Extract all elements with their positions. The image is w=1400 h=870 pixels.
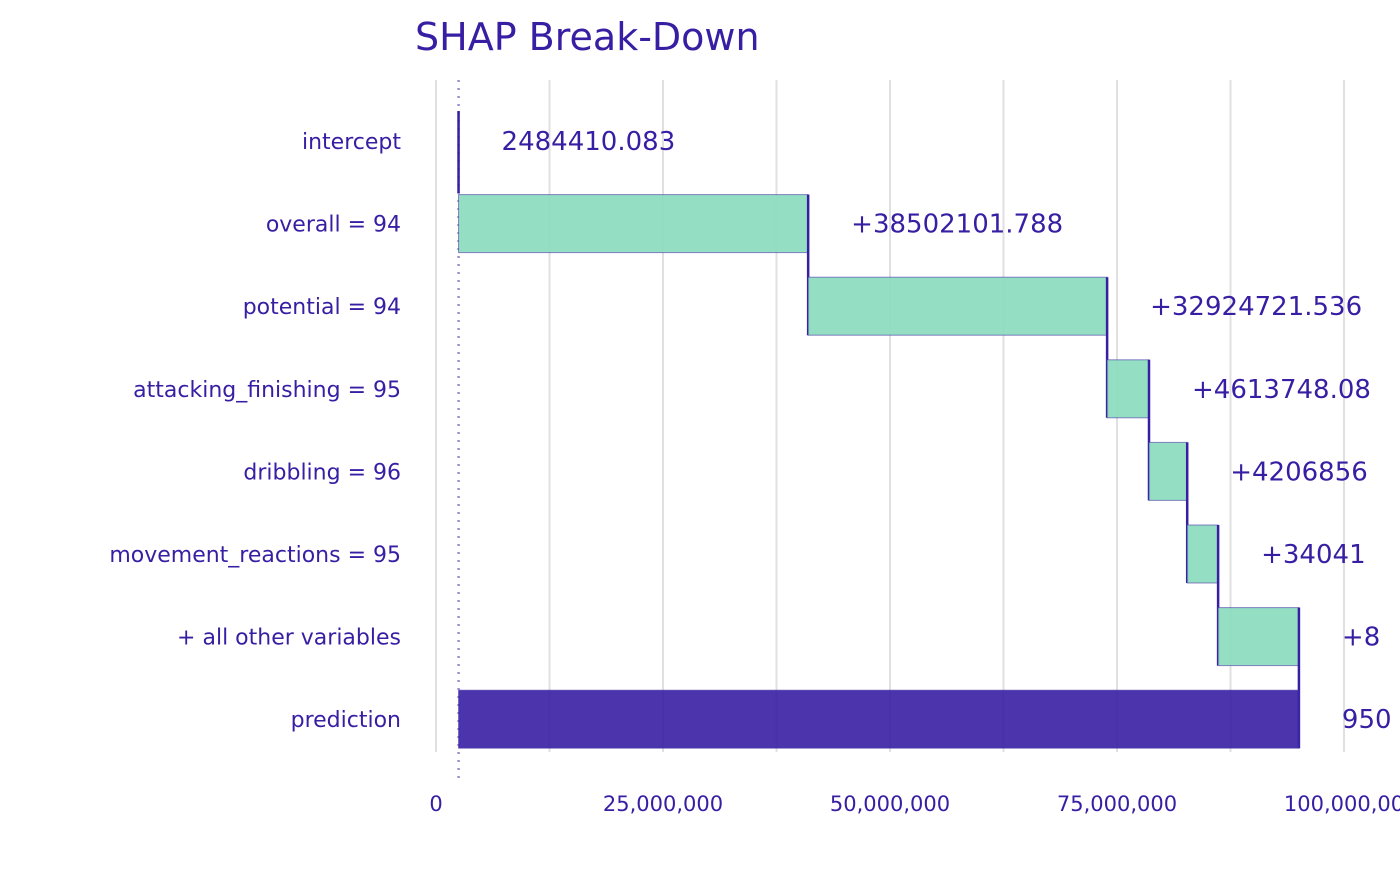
value-label: +8 <box>1342 623 1380 653</box>
value-label: 2484410.083 <box>502 127 676 157</box>
category-label: overall = 94 <box>266 213 401 238</box>
chart-title: SHAP Break-Down <box>415 15 760 59</box>
value-label: +4206856 <box>1230 457 1368 487</box>
prediction-bar <box>458 689 1300 749</box>
category-label: + all other variables <box>177 626 401 651</box>
x-tick-label: 75,000,000 <box>1057 792 1177 816</box>
bars <box>457 111 1301 749</box>
contribution-bar <box>1186 524 1219 584</box>
contribution-bar <box>1106 359 1150 419</box>
value-label: 950 <box>1342 705 1392 735</box>
category-label: dribbling = 96 <box>243 460 401 485</box>
contribution-bar <box>1148 441 1188 501</box>
x-tick-label: 0 <box>429 792 442 816</box>
contribution-bar <box>458 194 809 254</box>
x-tick-label: 100,000,00 <box>1284 792 1400 816</box>
x-tick-label: 25,000,000 <box>603 792 723 816</box>
labels: 0 25,000,000 50,000,000 75,000,000 100,000,0… <box>109 127 1400 816</box>
category-label: intercept <box>302 130 401 155</box>
contribution-bar <box>1217 607 1300 667</box>
value-label: +4613748.08 <box>1192 375 1371 405</box>
contribution-bar <box>807 276 1108 336</box>
value-label: +38502101.788 <box>851 210 1063 240</box>
value-label: +34041 <box>1261 540 1366 570</box>
value-label: +32924721.536 <box>1150 292 1362 322</box>
x-tick-label: 50,000,000 <box>830 792 950 816</box>
category-label: attacking_finishing = 95 <box>133 378 401 403</box>
category-label: potential = 94 <box>243 295 401 320</box>
category-label: prediction <box>291 708 401 733</box>
category-label: movement_reactions = 95 <box>109 543 401 568</box>
gridlines <box>435 80 1345 780</box>
